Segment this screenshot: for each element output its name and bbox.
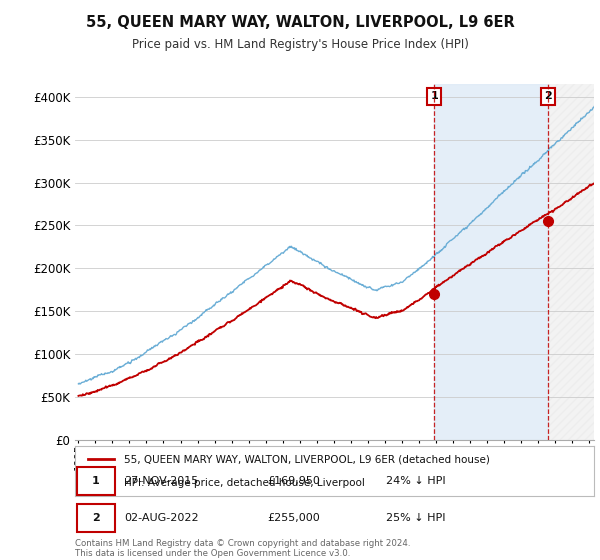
Text: 1: 1 — [92, 476, 100, 486]
FancyBboxPatch shape — [77, 504, 115, 532]
Bar — [434, 84, 548, 440]
Text: 55, QUEEN MARY WAY, WALTON, LIVERPOOL, L9 6ER: 55, QUEEN MARY WAY, WALTON, LIVERPOOL, L… — [86, 15, 514, 30]
Text: 2: 2 — [544, 91, 551, 101]
Text: 02-AUG-2022: 02-AUG-2022 — [124, 513, 199, 523]
Text: 2: 2 — [92, 513, 100, 523]
Text: £169,950: £169,950 — [267, 476, 320, 486]
Text: 24% ↓ HPI: 24% ↓ HPI — [386, 476, 446, 486]
Bar — [548, 84, 594, 440]
Text: £255,000: £255,000 — [267, 513, 320, 523]
Text: HPI: Average price, detached house, Liverpool: HPI: Average price, detached house, Live… — [124, 478, 365, 488]
Text: Contains HM Land Registry data © Crown copyright and database right 2024.
This d: Contains HM Land Registry data © Crown c… — [75, 539, 410, 558]
Text: 25% ↓ HPI: 25% ↓ HPI — [386, 513, 446, 523]
Text: 55, QUEEN MARY WAY, WALTON, LIVERPOOL, L9 6ER (detached house): 55, QUEEN MARY WAY, WALTON, LIVERPOOL, L… — [124, 454, 490, 464]
Text: Price paid vs. HM Land Registry's House Price Index (HPI): Price paid vs. HM Land Registry's House … — [131, 38, 469, 51]
Text: 1: 1 — [431, 91, 438, 101]
FancyBboxPatch shape — [77, 467, 115, 495]
Text: 27-NOV-2015: 27-NOV-2015 — [124, 476, 199, 486]
